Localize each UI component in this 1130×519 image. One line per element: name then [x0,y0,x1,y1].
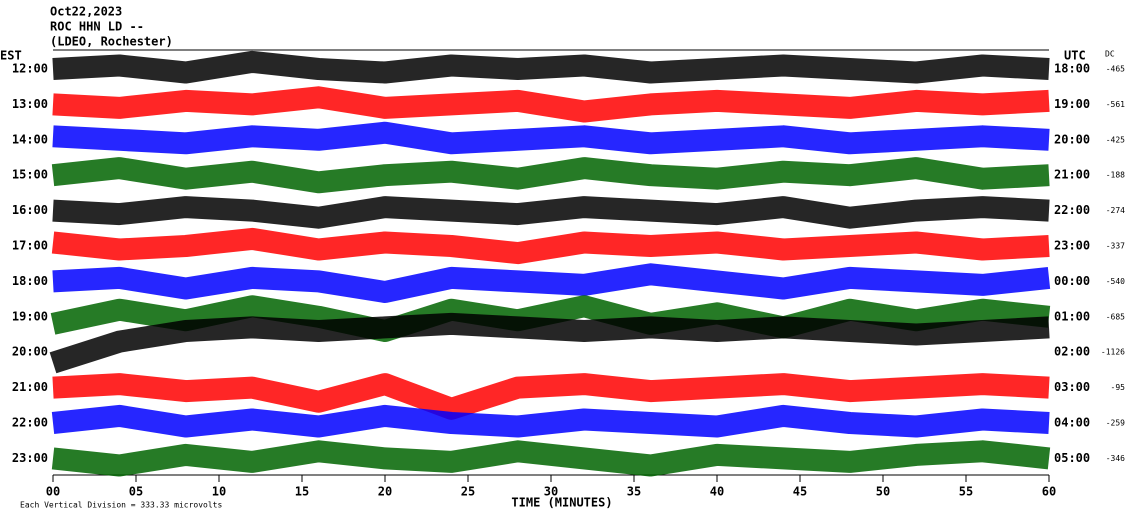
est-tick-label: 17:00 [12,239,48,253]
x-tick-label: 15 [295,485,309,499]
dc-value: -274 [1106,206,1125,215]
utc-label: UTC [1064,49,1086,63]
dc-value: -540 [1106,277,1125,286]
trace [51,157,1050,194]
trace [52,121,1050,155]
x-tick-label: 05 [129,485,143,499]
est-tick-label: 23:00 [12,451,48,465]
dc-value: -561 [1106,100,1125,109]
est-tick-label: 14:00 [12,132,48,146]
utc-tick-label: 22:00 [1054,203,1090,217]
x-tick-label: 35 [627,485,641,499]
x-tick-label: 10 [212,485,226,499]
est-tick-label: 15:00 [12,168,48,182]
x-axis-label: TIME (MINUTES) [511,496,612,510]
x-tick-label: 30 [544,485,558,499]
x-tick-label: 40 [710,485,724,499]
utc-tick-label: 05:00 [1054,451,1090,465]
trace [50,295,1051,342]
trace [51,404,1050,438]
dc-value: -337 [1106,242,1125,251]
dc-value: -465 [1106,65,1125,74]
dc-label: DC [1105,50,1115,59]
est-tick-label: 12:00 [12,62,48,76]
est-tick-label: 18:00 [12,274,48,288]
x-tick-label: 60 [1042,485,1056,499]
footnote: Each Vertical Division = 333.33 microvol… [20,501,222,510]
utc-tick-label: 03:00 [1054,380,1090,394]
x-tick-label: 45 [793,485,807,499]
title-line: ROC HHN LD -- [50,20,144,34]
utc-tick-label: 04:00 [1054,416,1090,430]
est-tick-label: 16:00 [12,203,48,217]
utc-tick-label: 02:00 [1054,345,1090,359]
utc-tick-label: 00:00 [1054,274,1090,288]
utc-tick-label: 21:00 [1054,168,1090,182]
x-tick-label: 50 [876,485,890,499]
dc-value: -1126 [1101,348,1125,357]
trace [52,373,1050,420]
dc-value: -346 [1106,454,1125,463]
utc-tick-label: 18:00 [1054,62,1090,76]
trace [52,50,1050,84]
est-tick-label: 22:00 [12,416,48,430]
trace [52,86,1050,123]
utc-tick-label: 19:00 [1054,97,1090,111]
trace [49,312,1050,374]
title-line: Oct22,2023 [50,5,122,19]
x-tick-label: 25 [461,485,475,499]
est-tick-label: 13:00 [12,97,48,111]
x-tick-label: 20 [378,485,392,499]
utc-tick-label: 01:00 [1054,309,1090,323]
est-tick-label: 20:00 [12,345,48,359]
utc-tick-label: 23:00 [1054,239,1090,253]
trace [51,227,1050,265]
est-tick-label: 21:00 [12,380,48,394]
dc-value: -425 [1106,135,1125,144]
x-tick-label: 00 [46,485,60,499]
title-line: (LDEO, Rochester) [50,35,173,49]
est-label: EST [0,49,22,63]
utc-tick-label: 20:00 [1054,132,1090,146]
dc-value: -259 [1106,419,1125,428]
trace [51,440,1051,477]
est-tick-label: 19:00 [12,309,48,323]
x-tick-label: 55 [959,485,973,499]
trace [52,196,1050,229]
dc-value: -95 [1111,383,1126,392]
dc-value: -685 [1106,312,1125,321]
dc-value: -188 [1106,171,1125,180]
trace [52,263,1051,303]
